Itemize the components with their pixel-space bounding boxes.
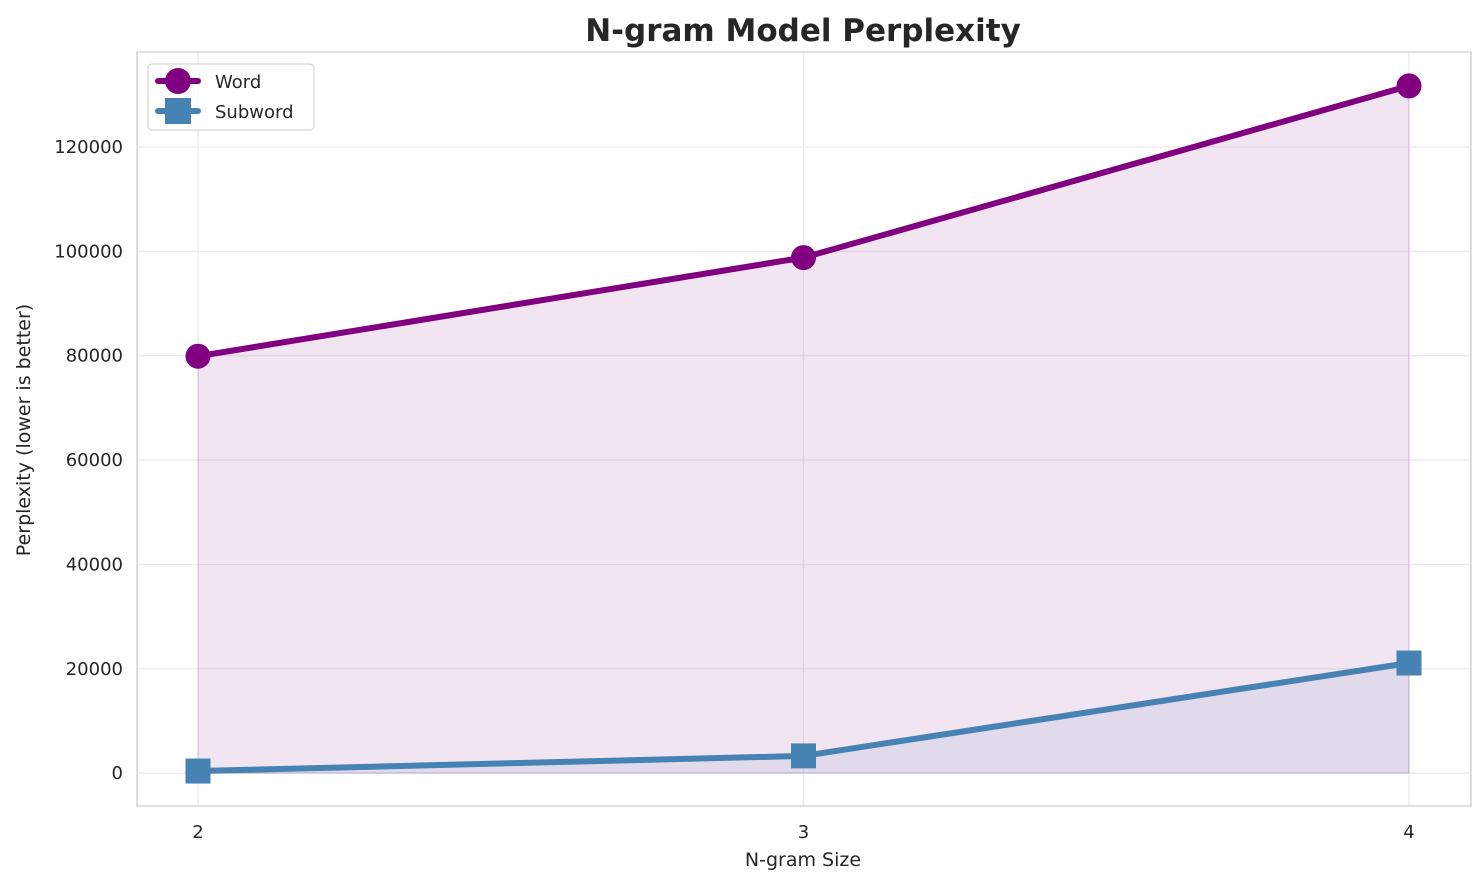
legend-label-word: Word (215, 72, 261, 93)
y-tick-label: 0 (112, 763, 123, 784)
y-tick-label: 120000 (54, 137, 123, 158)
legend: Word Subword (147, 63, 315, 131)
y-tick-label: 80000 (66, 346, 123, 367)
y-tick-label: 100000 (54, 241, 123, 262)
legend-label-subword: Subword (215, 102, 294, 123)
data-point-subword (185, 758, 211, 784)
data-point-word (791, 245, 816, 271)
chart-title: N-gram Model Perplexity (585, 13, 1021, 49)
data-point-subword (791, 743, 816, 769)
y-tick-label: 40000 (66, 554, 123, 575)
legend-marker-circle-icon (165, 68, 191, 94)
x-tick-label: 4 (1403, 822, 1414, 843)
x-tick-label: 3 (798, 822, 809, 843)
x-axis-label: N-gram Size (745, 849, 861, 871)
plot-frame (136, 51, 1472, 807)
y-tick-label: 20000 (66, 659, 123, 680)
data-point-word (1396, 73, 1422, 99)
y-tick-label: 60000 (66, 450, 123, 471)
data-point-word (185, 343, 211, 369)
x-ticks: 2 3 4 (192, 822, 1414, 843)
x-tick-label: 2 (192, 822, 203, 843)
y-axis-label: Perplexity (lower is better) (13, 304, 35, 556)
legend-marker-square-icon (165, 98, 191, 124)
y-ticks: 0 20000 40000 60000 80000 100000 120000 (54, 137, 123, 784)
data-point-subword (1396, 650, 1422, 676)
series-lines (185, 73, 1422, 784)
